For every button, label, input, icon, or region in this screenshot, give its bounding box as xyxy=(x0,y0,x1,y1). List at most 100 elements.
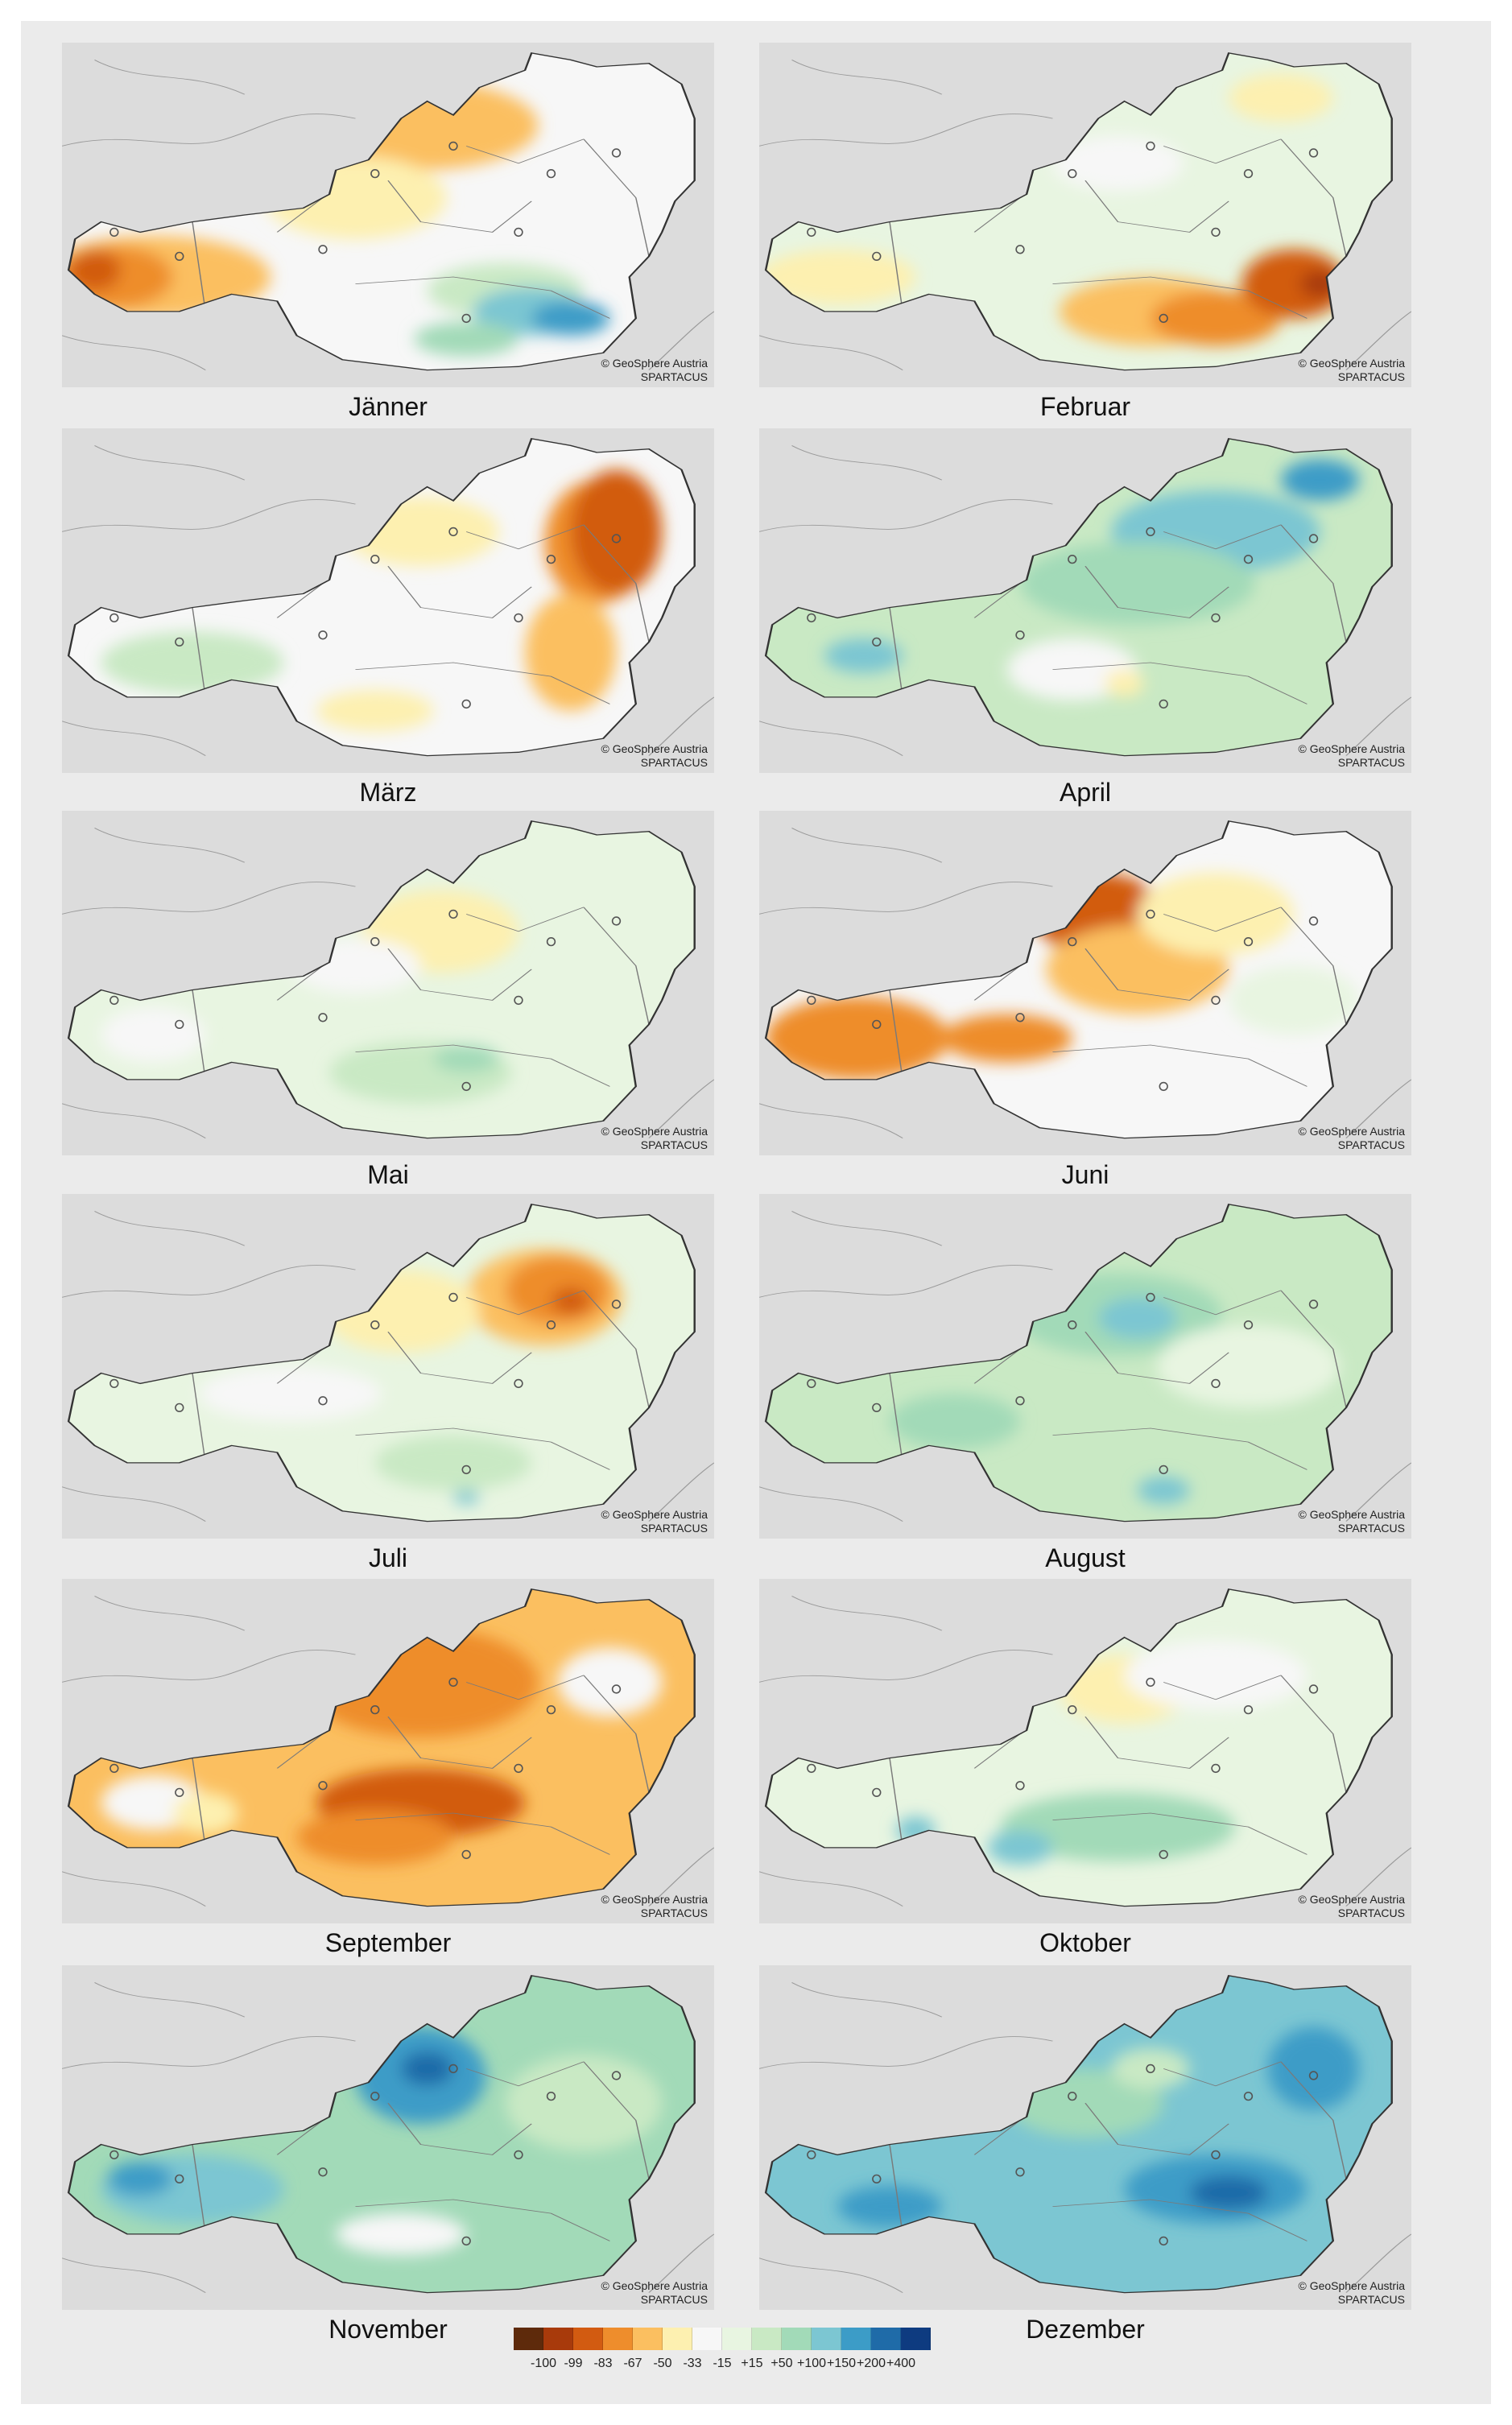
city-marker xyxy=(109,995,119,1006)
month-label: Februar xyxy=(1039,392,1131,421)
city-marker xyxy=(611,916,622,926)
neighbor-border-line xyxy=(93,445,246,481)
city-marker xyxy=(872,1019,882,1030)
state-border-line xyxy=(1280,138,1347,257)
state-border-line xyxy=(276,2120,324,2155)
neighbor-border-line xyxy=(93,1982,246,2018)
state-border-line xyxy=(192,1758,206,1848)
anomaly-region xyxy=(296,1809,453,1865)
precipitation-map-panel: © GeoSphere Austria SPARTACUS xyxy=(759,811,1411,1155)
anomaly-map xyxy=(759,1975,1411,2294)
austria-border xyxy=(67,438,696,757)
anomaly-region xyxy=(316,690,434,732)
neighbor-border-line xyxy=(1345,1462,1411,1522)
anomaly-region xyxy=(505,1256,610,1325)
state-border-line xyxy=(583,138,650,257)
neighbor-border-line xyxy=(648,696,714,756)
city-marker xyxy=(448,909,458,919)
anomaly-region xyxy=(322,1270,480,1353)
anomaly-map xyxy=(62,820,714,1139)
city-marker xyxy=(448,1292,458,1303)
anomaly-region xyxy=(505,2055,663,2152)
city-marker xyxy=(1308,148,1319,158)
state-border-line xyxy=(1280,524,1347,642)
city-marker xyxy=(318,1781,328,1791)
state-border-line xyxy=(583,1675,650,1793)
anomaly-region xyxy=(1189,2175,1268,2210)
city-marker xyxy=(1015,1396,1025,1406)
state-border-line xyxy=(973,1349,1021,1384)
neighbor-border-line xyxy=(93,60,246,95)
city-marker xyxy=(514,1763,523,1774)
map-credit: © GeoSphere Austria SPARTACUS xyxy=(601,1508,708,1535)
legend-tick-labels: -100 -99 -83 -67 -50 -33 -15 +15 +50 +100 +150 +200… xyxy=(514,2357,1006,2376)
anomaly-map xyxy=(62,1204,714,1522)
anomaly-region xyxy=(837,2185,942,2228)
anomaly-region xyxy=(1124,1641,1308,1710)
city-marker xyxy=(1159,2236,1168,2246)
city-marker xyxy=(611,1684,622,1694)
city-marker xyxy=(1068,1320,1077,1330)
legend-tick-label: -67 xyxy=(623,2357,642,2370)
city-marker xyxy=(109,2150,119,2160)
anomaly-region xyxy=(1267,2027,1360,2110)
credit-dataset: SPARTACUS xyxy=(640,370,708,383)
city-marker xyxy=(370,1320,380,1330)
legend-tick-label: +200 xyxy=(856,2357,886,2370)
city-marker xyxy=(1068,554,1077,564)
city-marker xyxy=(448,141,458,151)
city-marker xyxy=(318,245,328,254)
city-marker xyxy=(318,630,328,640)
anomaly-region xyxy=(414,321,519,357)
neighbor-border-line xyxy=(62,882,356,915)
precipitation-map-panel: © GeoSphere Austria SPARTACUS xyxy=(759,1194,1411,1539)
city-marker xyxy=(1211,1378,1221,1389)
neighbor-border-line xyxy=(62,721,206,756)
anomaly-region xyxy=(766,249,916,305)
city-marker xyxy=(318,1396,328,1406)
legend-swatch xyxy=(603,2328,633,2350)
city-marker xyxy=(318,2167,328,2177)
neighbor-border-line xyxy=(62,1265,356,1298)
state-border-line xyxy=(1052,1044,1308,1087)
state-border-line xyxy=(889,607,903,697)
anomaly-region xyxy=(433,1045,499,1073)
state-border-line xyxy=(1052,1427,1308,1470)
anomaly-region xyxy=(1137,1476,1190,1505)
city-marker xyxy=(1243,1704,1254,1715)
neighbor-border-line xyxy=(791,1596,943,1631)
state-border-line xyxy=(276,1349,324,1384)
neighbor-border-line xyxy=(759,2258,903,2293)
anomaly-region xyxy=(1229,965,1360,1035)
city-marker xyxy=(1146,141,1155,151)
city-marker xyxy=(461,699,471,709)
precipitation-map-panel: © GeoSphere Austria SPARTACUS xyxy=(759,43,1411,387)
map-credit: © GeoSphere Austria SPARTACUS xyxy=(601,1893,708,1920)
anomaly-region xyxy=(342,497,499,567)
precipitation-map-panel: © GeoSphere Austria SPARTACUS xyxy=(62,43,714,387)
credit-copyright: © GeoSphere Austria xyxy=(1298,742,1405,755)
neighbor-border-line xyxy=(759,1486,903,1522)
legend-swatch xyxy=(543,2328,573,2350)
legend-tick-label: -99 xyxy=(564,2357,583,2370)
state-border-line xyxy=(973,583,1021,618)
austria-fill xyxy=(68,820,695,1138)
legend-swatch xyxy=(633,2328,663,2350)
credit-dataset: SPARTACUS xyxy=(640,2293,708,2306)
city-marker xyxy=(1243,168,1254,179)
neighbor-border-line xyxy=(648,1847,714,1907)
austria-fill xyxy=(766,1204,1392,1522)
city-marker xyxy=(175,637,184,647)
legend-swatch xyxy=(722,2328,752,2350)
credit-dataset: SPARTACUS xyxy=(1337,756,1405,769)
austria-border xyxy=(67,1204,696,1522)
map-credit: © GeoSphere Austria SPARTACUS xyxy=(601,357,708,384)
austria-fill xyxy=(68,1975,695,2293)
state-border-line xyxy=(276,965,324,1001)
state-border-line xyxy=(889,989,903,1080)
neighbor-border-line xyxy=(62,499,356,532)
precipitation-map-panel: © GeoSphere Austria SPARTACUS xyxy=(62,1194,714,1539)
state-border-line xyxy=(973,2120,1021,2155)
state-border-line xyxy=(465,2061,585,2087)
anomaly-map xyxy=(759,1204,1411,1522)
